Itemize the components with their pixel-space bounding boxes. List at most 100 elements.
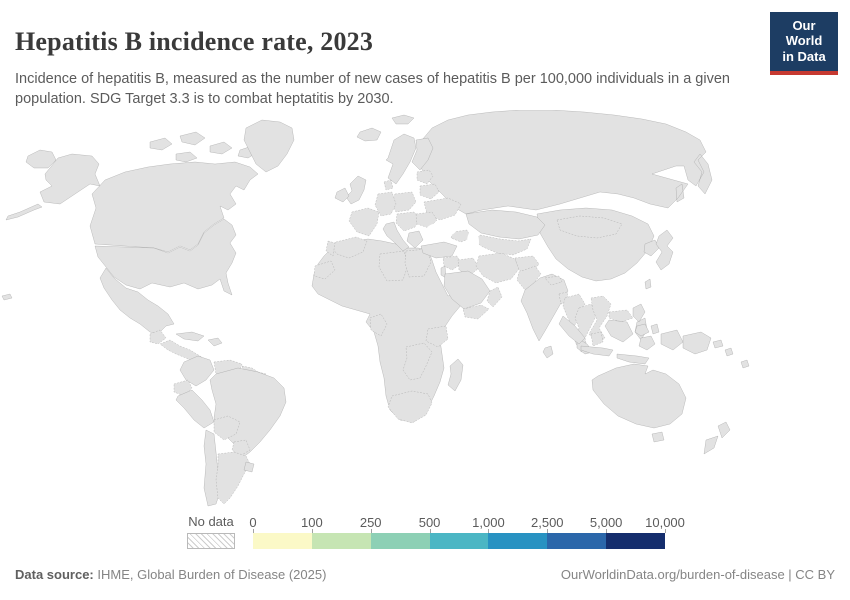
region-yemen[interactable] <box>462 304 490 320</box>
region-russia[interactable] <box>419 110 713 215</box>
region-portugal[interactable] <box>325 240 336 257</box>
region-balkans[interactable] <box>395 211 421 232</box>
legend-tick-mark <box>311 529 313 533</box>
data-source: Data source: IHME, Global Burden of Dise… <box>15 567 326 582</box>
region-egypt[interactable] <box>404 248 432 278</box>
region-uruguay[interactable] <box>243 461 255 473</box>
owid-logo-line2: in Data <box>782 48 826 64</box>
region-romania-bulgaria[interactable] <box>415 211 438 229</box>
region-iran[interactable] <box>475 252 520 284</box>
region-central-asia[interactable] <box>473 234 532 256</box>
region-myanmar[interactable] <box>562 293 586 329</box>
legend-bin-5[interactable] <box>547 533 607 549</box>
region-cambodia[interactable] <box>590 331 604 347</box>
region-oman[interactable] <box>486 286 503 308</box>
region-bolivia[interactable] <box>213 415 241 441</box>
region-peru[interactable] <box>175 389 215 429</box>
region-indonesia[interactable] <box>558 315 684 365</box>
region-australia[interactable] <box>591 363 687 443</box>
owid-logo[interactable]: Our World in Data <box>770 12 838 75</box>
region-libya[interactable] <box>378 250 409 282</box>
region-norway-sweden[interactable] <box>385 133 417 185</box>
region-turkey[interactable] <box>420 241 458 259</box>
attribution-link[interactable]: OurWorldinData.org/burden-of-disease | C… <box>560 567 835 582</box>
map-legend: No data 0 100 250 500 1,000 2,500 5,000 10,000 <box>187 515 685 549</box>
region-korea[interactable] <box>643 239 660 257</box>
region-mexico[interactable] <box>99 267 175 335</box>
region-malaysia-borneo[interactable] <box>608 309 634 323</box>
region-colombia[interactable] <box>179 355 215 387</box>
region-canadian-arctic[interactable] <box>149 131 259 163</box>
region-solomon-islands[interactable] <box>724 347 734 357</box>
legend-bin-3[interactable] <box>429 533 489 549</box>
region-france[interactable] <box>348 207 380 237</box>
region-cuba[interactable] <box>175 331 205 342</box>
region-iceland[interactable] <box>356 127 382 142</box>
legend-bin-4[interactable] <box>488 533 548 549</box>
region-svalbard[interactable] <box>391 114 415 125</box>
region-india[interactable] <box>520 273 569 342</box>
region-nepal[interactable] <box>544 275 563 286</box>
region-papua-new-guinea[interactable] <box>682 331 724 355</box>
region-italy[interactable] <box>382 221 410 252</box>
region-zambia-zimbabwe[interactable] <box>402 342 433 381</box>
legend-bin-6[interactable] <box>606 533 665 549</box>
region-tanzania[interactable] <box>425 325 449 348</box>
region-taiwan[interactable] <box>644 278 652 290</box>
region-ireland[interactable] <box>334 187 350 203</box>
region-laos-vietnam[interactable] <box>588 295 612 345</box>
region-greece[interactable] <box>406 230 424 249</box>
legend-tick-label: 5,000 <box>589 515 623 530</box>
chart-footer: Data source: IHME, Global Burden of Dise… <box>15 567 835 582</box>
region-western-sahara[interactable] <box>313 260 336 280</box>
page-title: Hepatitis B incidence rate, 2023 <box>15 27 374 57</box>
region-kazakhstan[interactable] <box>465 209 546 240</box>
region-united-kingdom[interactable] <box>345 175 367 205</box>
legend-bin-1[interactable] <box>311 533 371 549</box>
caspian-sea <box>467 230 479 254</box>
data-source-label: Data source: <box>15 567 94 582</box>
region-hispaniola[interactable] <box>207 337 223 347</box>
legend-tick-mark <box>665 529 666 533</box>
region-chukotka[interactable] <box>25 149 57 169</box>
region-sri-lanka[interactable] <box>542 345 554 359</box>
region-finland[interactable] <box>411 137 434 171</box>
region-poland-czechia[interactable] <box>390 191 417 213</box>
region-argentina[interactable] <box>215 451 251 505</box>
region-baltic-states[interactable] <box>416 169 434 185</box>
region-guatemala[interactable] <box>149 329 167 345</box>
region-syria-levant[interactable] <box>442 255 462 271</box>
legend-bin-0[interactable] <box>253 533 312 549</box>
region-alaska[interactable] <box>5 153 101 221</box>
legend-tick-label: 250 <box>359 515 382 530</box>
region-caucasus[interactable] <box>450 229 472 243</box>
region-fiji[interactable] <box>740 359 750 369</box>
region-japan[interactable] <box>655 229 674 271</box>
chart-subtitle: Incidence of hepatitis B, measured as th… <box>15 70 730 108</box>
region-belarus[interactable] <box>419 183 440 200</box>
region-hawaii[interactable] <box>1 293 13 301</box>
region-philippines[interactable] <box>632 303 656 351</box>
legend-tick-mark <box>253 529 254 533</box>
region-united-states[interactable] <box>94 218 237 296</box>
black-sea <box>426 223 456 237</box>
region-madagascar[interactable] <box>447 358 464 392</box>
region-south-africa[interactable] <box>387 390 433 424</box>
region-gabon-congo[interactable] <box>369 313 388 337</box>
legend-no-data-swatch[interactable] <box>187 533 235 549</box>
region-paraguay[interactable] <box>231 439 251 457</box>
region-canada[interactable] <box>89 161 259 253</box>
legend-tick-label: 0 <box>249 515 257 530</box>
region-greenland[interactable] <box>243 119 295 173</box>
region-germany-denmark[interactable] <box>374 179 397 217</box>
region-new-zealand[interactable] <box>703 421 731 455</box>
world-map <box>1 110 750 507</box>
region-chile[interactable] <box>203 429 221 507</box>
legend-tick-label: 10,000 <box>645 515 685 530</box>
legend-tick-mark <box>606 529 608 533</box>
region-spain[interactable] <box>330 236 368 259</box>
region-saudi-arabia[interactable] <box>443 270 491 310</box>
legend-bin-2[interactable] <box>370 533 430 549</box>
region-mongolia[interactable] <box>556 215 623 239</box>
legend-color-bar <box>253 533 665 549</box>
